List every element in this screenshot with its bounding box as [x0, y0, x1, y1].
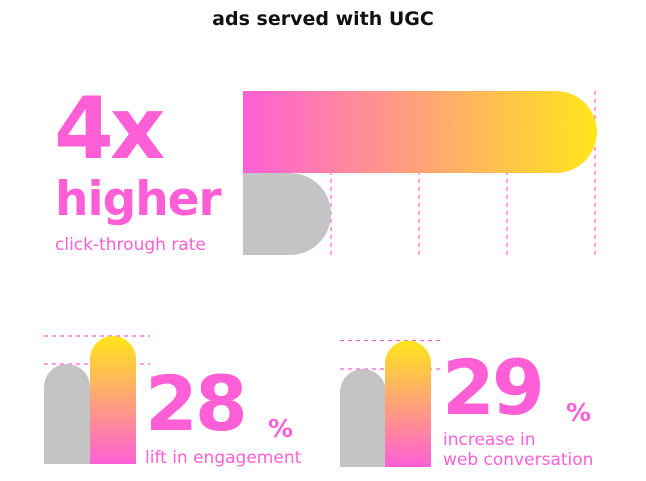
conversation-caption: increase in web conversation	[443, 430, 594, 470]
baseline-bar	[44, 364, 90, 464]
engagement-value: 28	[145, 359, 248, 448]
ugc-ctr-bar	[243, 91, 597, 173]
conversation-chart	[340, 339, 443, 467]
conversation-caption-line1: increase in	[443, 430, 536, 450]
conversation-caption-line2: web conversation	[443, 449, 594, 470]
ugc-bar	[385, 340, 431, 467]
baseline-ctr-bar	[243, 173, 331, 255]
chart-title: ads served with UGC	[212, 8, 434, 30]
ctr-multiplier: 4x	[54, 79, 165, 179]
ugc-bar	[90, 336, 136, 464]
ctr-higher-label: higher	[55, 172, 222, 227]
conversation-value: 29	[442, 343, 545, 432]
ctr-chart	[243, 91, 597, 256]
baseline-bar	[340, 369, 386, 467]
conversation-percent-sign: %	[566, 398, 592, 427]
engagement-chart	[44, 335, 150, 464]
engagement-percent-sign: %	[268, 414, 294, 443]
engagement-caption: lift in engagement	[145, 448, 302, 468]
ctr-caption: click-through rate	[55, 235, 206, 255]
